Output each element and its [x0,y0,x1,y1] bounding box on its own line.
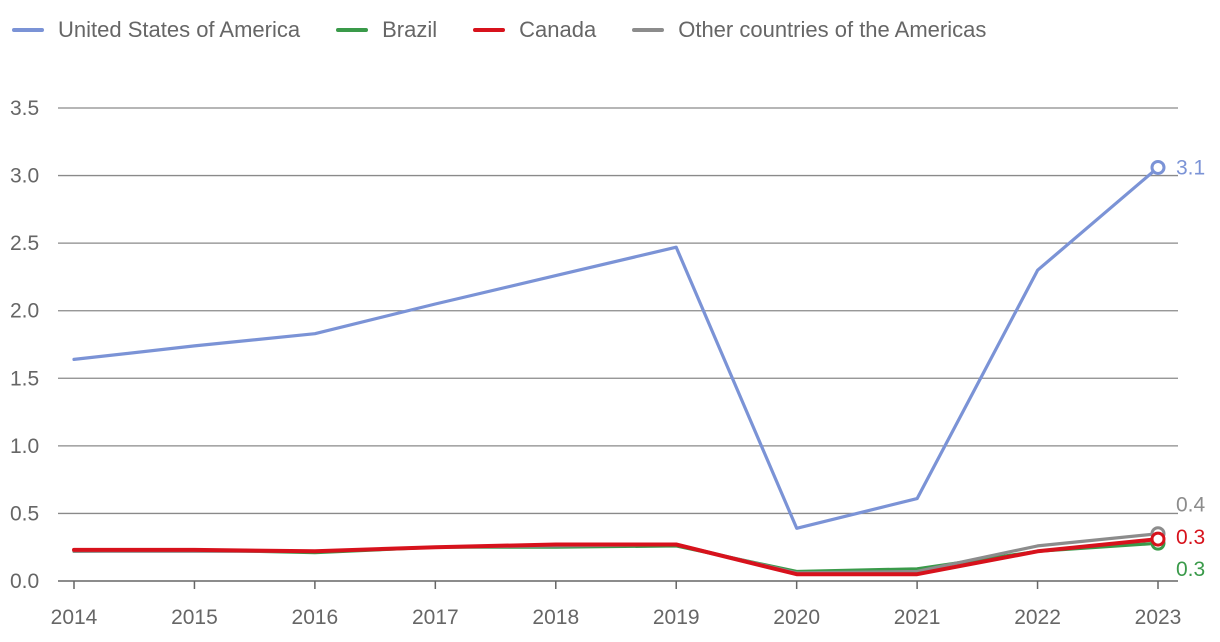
x-tick-label: 2015 [171,606,218,629]
legend-label-usa: United States of America [58,17,301,42]
y-tick-label: 3.5 [10,97,39,120]
x-tick-label: 2019 [653,606,700,629]
series-line-canada [72,537,1160,577]
y-tick-label: 0.0 [10,570,39,593]
legend-item-brazil[interactable]: Brazil [336,17,437,43]
x-tick-label: 2017 [412,606,459,629]
legend-swatch-canada [473,28,506,32]
legend-label-other-americas: Other countries of the Americas [678,17,987,42]
end-label-other-countries-of-the-americas: 0.4 [1176,494,1206,517]
legend-swatch-other-americas [632,28,665,32]
y-tick-label: 2.5 [10,232,39,255]
x-tick-label: 2023 [1135,606,1182,629]
x-tick-label: 2020 [773,606,820,629]
legend: United States of America Brazil Canada O… [12,14,1022,46]
end-label-brazil: 0.3 [1176,558,1205,581]
series-line-other-countries-of-the-americas [72,532,1160,575]
x-tick-label: 2014 [51,606,98,629]
legend-item-canada[interactable]: Canada [473,17,596,43]
y-tick-label: 0.5 [10,502,39,525]
series-line-united-states-of-america [72,165,1160,530]
end-marker-united-states-of-america [1150,159,1166,175]
x-tick-label: 2016 [292,606,339,629]
x-tick-label: 2021 [894,606,941,629]
legend-item-usa[interactable]: United States of America [12,17,300,43]
end-label-united-states-of-america: 3.1 [1176,156,1205,179]
legend-item-other-americas[interactable]: Other countries of the Americas [632,17,986,43]
y-tick-label: 1.0 [10,435,39,458]
x-tick-label: 2018 [532,606,579,629]
legend-label-canada: Canada [519,17,597,42]
y-tick-label: 3.0 [10,165,39,188]
legend-swatch-brazil [336,28,369,32]
y-tick-label: 2.0 [10,300,39,323]
x-tick-label: 2022 [1014,606,1061,629]
end-label-canada: 0.3 [1176,526,1205,549]
y-tick-label: 1.5 [10,367,39,390]
end-marker-canada [1150,531,1166,547]
legend-swatch-usa [12,28,44,32]
legend-label-brazil: Brazil [382,17,438,42]
